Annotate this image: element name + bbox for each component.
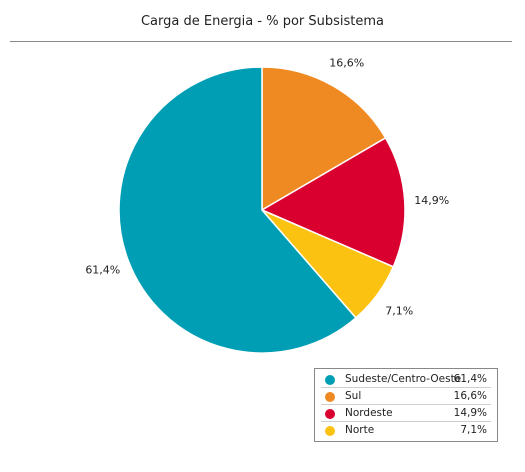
legend-label-sul: Sul [345, 390, 362, 402]
legend-value-norte: 7,1% [460, 424, 487, 436]
legend-item-norte: Norte 7,1% [315, 422, 497, 439]
pie-data-label: 16,6% [329, 57, 364, 70]
legend-label-nordeste: Nordeste [345, 407, 393, 419]
legend-swatch-nordeste [325, 409, 335, 419]
legend-separator [321, 387, 491, 388]
legend-swatch-norte [325, 426, 335, 436]
title-divider [10, 41, 512, 42]
chart-title: Carga de Energia - % por Subsistema [140, 14, 385, 29]
legend-item-nordeste: Nordeste 14,9% [315, 405, 497, 422]
pie-data-label: 7,1% [385, 304, 413, 317]
legend-swatch-sudeste [325, 375, 335, 385]
pie-data-label: 14,9% [414, 194, 449, 207]
chart-legend: Sudeste/Centro-Oeste 61,4% Sul 16,6% Nor… [314, 368, 498, 442]
legend-swatch-sul [325, 392, 335, 402]
legend-separator [321, 421, 491, 422]
legend-value-nordeste: 14,9% [453, 407, 487, 419]
legend-label-norte: Norte [345, 424, 375, 436]
legend-item-sudeste: Sudeste/Centro-Oeste 61,4% [315, 371, 497, 388]
legend-item-sul: Sul 16,6% [315, 388, 497, 405]
legend-value-sudeste: 61,4% [453, 373, 487, 385]
pie-data-label: 61,4% [85, 264, 120, 277]
pie-slice-nordeste [260, 136, 406, 268]
legend-label-sudeste: Sudeste/Centro-Oeste [345, 373, 462, 385]
legend-value-sul: 16,6% [453, 390, 487, 402]
pie-slice-sul [261, 66, 387, 212]
pie-slice-sudeste-centro-oeste [118, 66, 357, 354]
legend-separator [321, 404, 491, 405]
